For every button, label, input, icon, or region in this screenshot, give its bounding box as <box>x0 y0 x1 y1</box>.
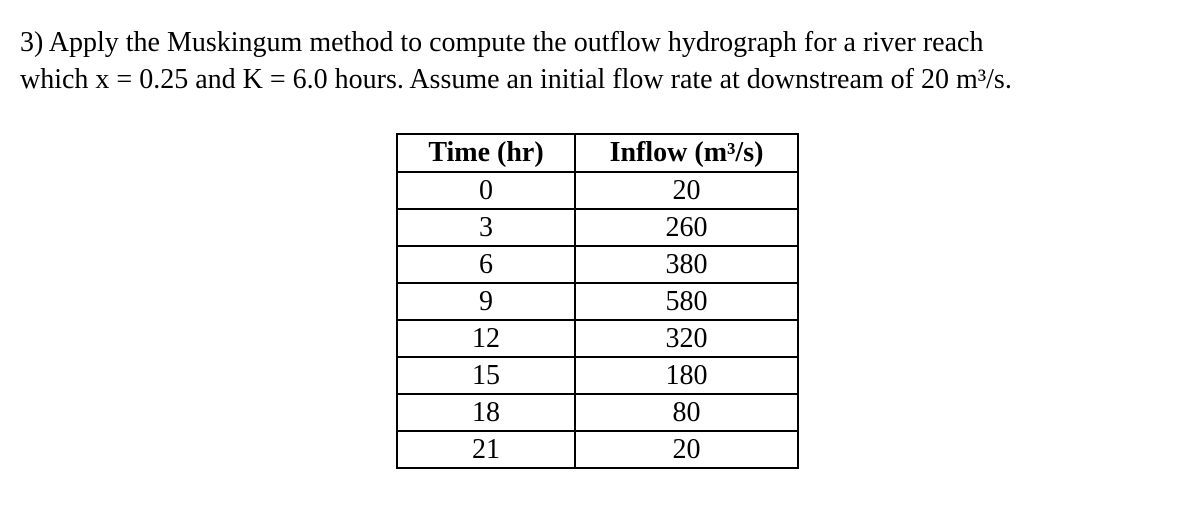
problem-line-1: 3) Apply the Muskingum method to compute… <box>20 27 984 58</box>
inflow-table: Time (hr) Inflow (m³/s) 0 20 3 260 6 380… <box>396 133 799 469</box>
table-row: 0 20 <box>396 171 799 210</box>
cell-time: 12 <box>396 319 576 358</box>
table-row: 9 580 <box>396 282 799 321</box>
cell-inflow: 180 <box>574 356 799 395</box>
cell-inflow: 20 <box>574 430 799 469</box>
header-time: Time (hr) <box>396 133 576 173</box>
header-inflow: Inflow (m³/s) <box>574 133 799 173</box>
cell-time: 3 <box>396 208 576 247</box>
cell-inflow: 20 <box>574 171 799 210</box>
problem-statement: 3) Apply the Muskingum method to compute… <box>20 24 1190 98</box>
cell-inflow: 80 <box>574 393 799 432</box>
cell-time: 15 <box>396 356 576 395</box>
table-row: 12 320 <box>396 319 799 358</box>
cell-inflow: 380 <box>574 245 799 284</box>
cell-inflow: 260 <box>574 208 799 247</box>
cell-time: 21 <box>396 430 576 469</box>
cell-time: 18 <box>396 393 576 432</box>
table-header-row: Time (hr) Inflow (m³/s) <box>396 133 799 173</box>
table-row: 3 260 <box>396 208 799 247</box>
cell-inflow: 320 <box>574 319 799 358</box>
cell-time: 9 <box>396 282 576 321</box>
table-row: 15 180 <box>396 356 799 395</box>
table-row: 6 380 <box>396 245 799 284</box>
cell-inflow: 580 <box>574 282 799 321</box>
cell-time: 6 <box>396 245 576 284</box>
table-row: 18 80 <box>396 393 799 432</box>
table-row: 21 20 <box>396 430 799 469</box>
cell-time: 0 <box>396 171 576 210</box>
problem-line-2: which x = 0.25 and K = 6.0 hours. Assume… <box>20 64 1012 95</box>
